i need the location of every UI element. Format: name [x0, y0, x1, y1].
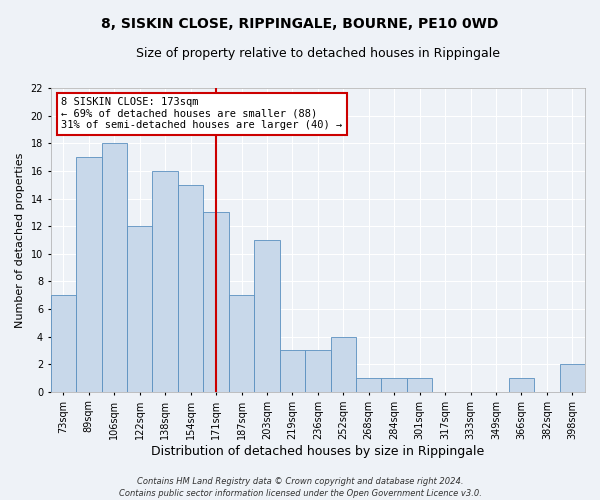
Title: Size of property relative to detached houses in Rippingale: Size of property relative to detached ho…	[136, 48, 500, 60]
Bar	[254, 240, 280, 392]
Bar	[101, 144, 127, 392]
Bar	[356, 378, 382, 392]
Bar	[203, 212, 229, 392]
Y-axis label: Number of detached properties: Number of detached properties	[15, 152, 25, 328]
Text: 8, SISKIN CLOSE, RIPPINGALE, BOURNE, PE10 0WD: 8, SISKIN CLOSE, RIPPINGALE, BOURNE, PE1…	[101, 18, 499, 32]
Bar	[127, 226, 152, 392]
Text: Contains HM Land Registry data © Crown copyright and database right 2024.
Contai: Contains HM Land Registry data © Crown c…	[119, 476, 481, 498]
Bar	[382, 378, 407, 392]
Bar	[50, 295, 76, 392]
Bar	[560, 364, 585, 392]
Bar	[178, 184, 203, 392]
Bar	[305, 350, 331, 392]
Bar	[509, 378, 534, 392]
Bar	[76, 157, 101, 392]
Bar	[152, 171, 178, 392]
X-axis label: Distribution of detached houses by size in Rippingale: Distribution of detached houses by size …	[151, 444, 484, 458]
Bar	[229, 295, 254, 392]
Text: 8 SISKIN CLOSE: 173sqm
← 69% of detached houses are smaller (88)
31% of semi-det: 8 SISKIN CLOSE: 173sqm ← 69% of detached…	[61, 97, 343, 130]
Bar	[407, 378, 433, 392]
Bar	[331, 336, 356, 392]
Bar	[280, 350, 305, 392]
